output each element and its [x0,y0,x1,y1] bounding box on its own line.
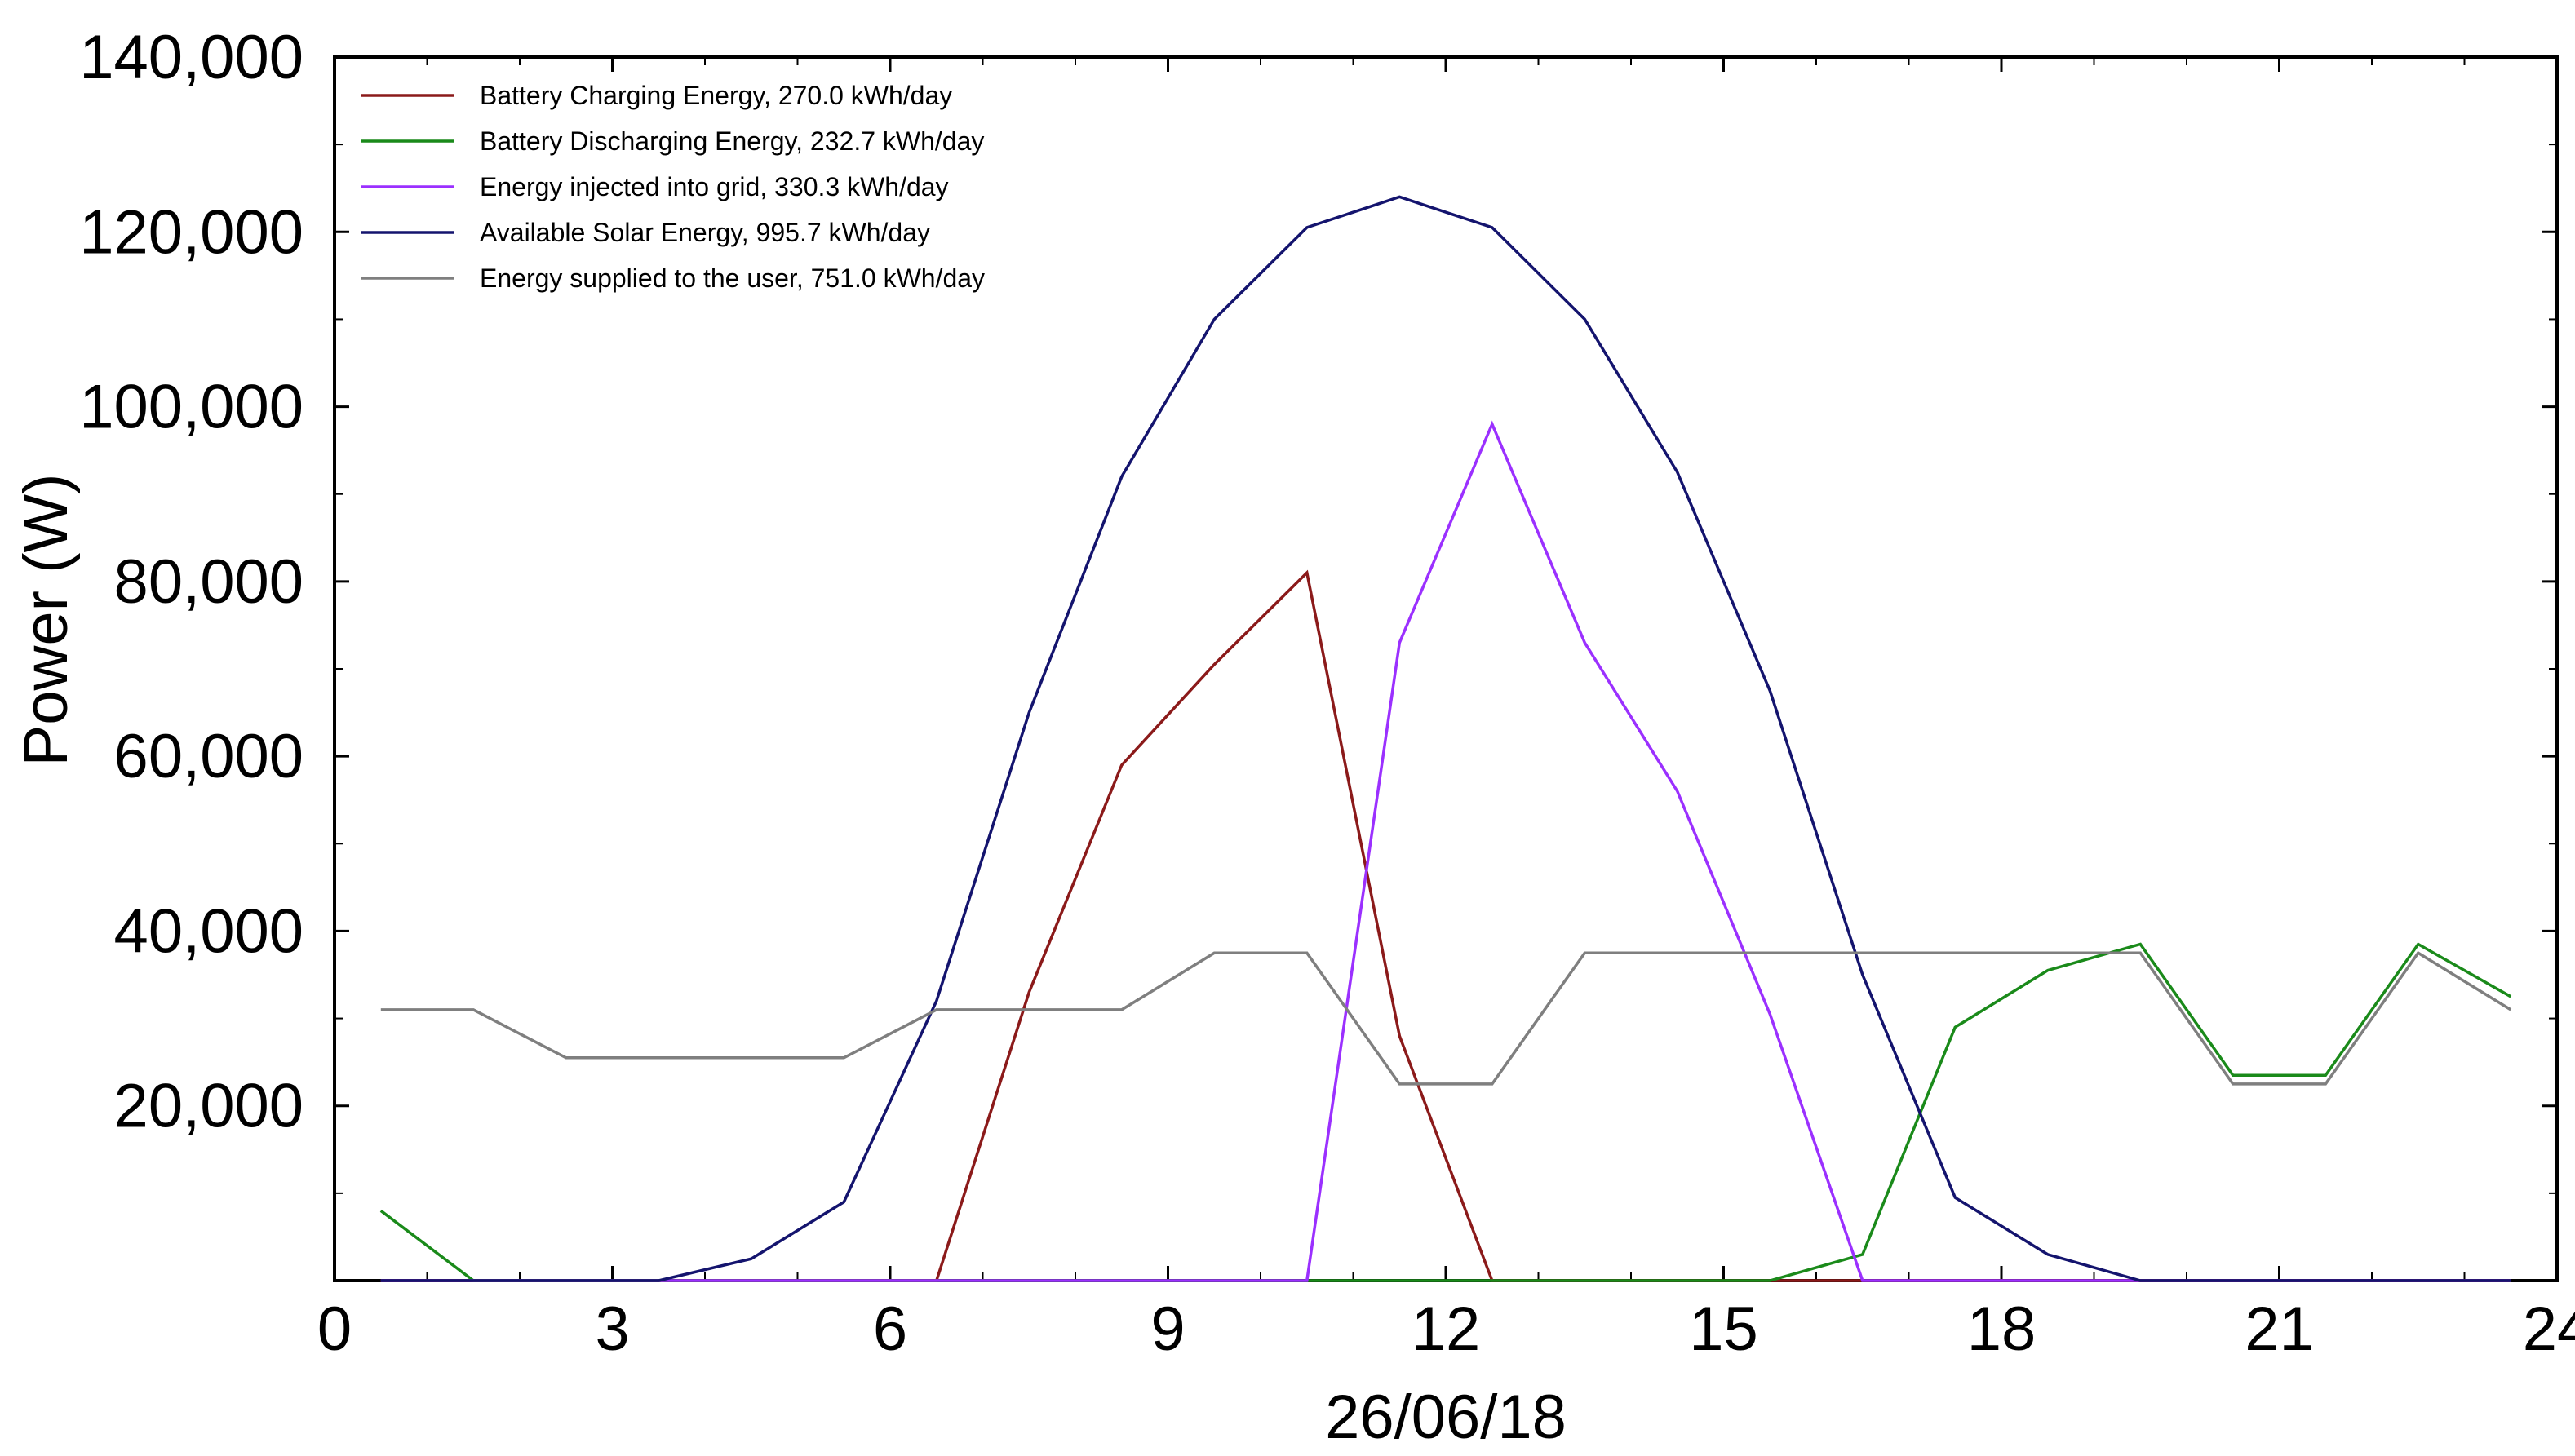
legend-label-available-solar-energy: Available Solar Energy, 995.7 kWh/day [480,218,930,247]
plot-frame [333,55,2559,1282]
legend-label-battery-discharging-energy: Battery Discharging Energy, 232.7 kWh/da… [480,126,984,156]
series-line-energy-supplied-to-the-user [380,950,2512,1086]
legend-label-energy-supplied-to-the-user: Energy supplied to the user, 751.0 kWh/d… [480,263,985,293]
series-layer [379,195,2512,1282]
x-tick-label: 15 [1689,1294,1758,1364]
x-tick-label: 6 [873,1294,907,1364]
x-tick-label: 21 [2245,1294,2314,1364]
y-tick-label: 60,000 [114,722,304,791]
y-tick-label: 120,000 [79,197,304,267]
y-tick-label: 80,000 [114,547,304,617]
legend: Battery Charging Energy, 270.0 kWh/day Ba… [361,81,985,293]
x-tick-label: 18 [1967,1294,2037,1364]
axis-ticks [333,55,2559,1281]
y-tick-label: 40,000 [114,896,304,966]
y-tick-label: 20,000 [114,1072,304,1141]
x-tick-label: 24 [2523,1294,2575,1364]
x-tick-label: 9 [1150,1294,1185,1364]
x-axis-title: 26/06/18 [1325,1383,1567,1452]
y-tick-label: 100,000 [79,373,304,442]
x-tick-label: 0 [317,1294,352,1364]
x-tick-label: 3 [595,1294,629,1364]
x-tick-label: 12 [1412,1294,1481,1364]
y-axis-title: Power (W) [11,474,81,767]
legend-label-battery-charging-energy: Battery Charging Energy, 270.0 kWh/day [480,81,952,110]
tick-labels: 0 3 6 9 12 15 18 21 24 20,000 40,000 60,000 80,000 10… [79,23,2575,1364]
y-tick-label: 140,000 [79,23,304,92]
legend-label-energy-injected-into-grid: Energy injected into grid, 330.3 kWh/day [480,172,949,201]
series-line-available-solar-energy [380,195,2511,1282]
